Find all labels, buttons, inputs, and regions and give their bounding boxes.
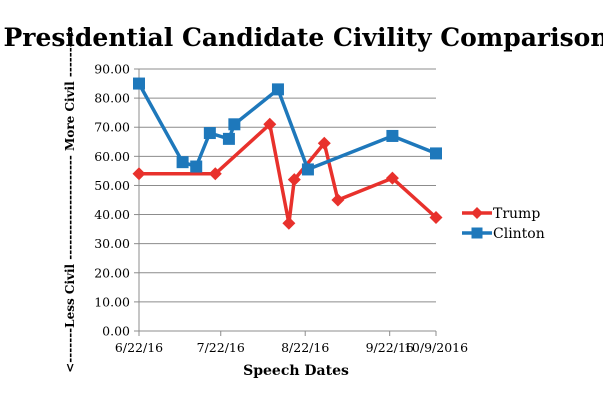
clinton-line bbox=[137, 82, 437, 172]
clinton-point bbox=[386, 129, 399, 142]
clinton-point bbox=[430, 147, 442, 160]
y-tick-label: 20.00 bbox=[94, 265, 130, 280]
y-tick-label: 30.00 bbox=[94, 236, 130, 251]
y-tick-label: 90.00 bbox=[94, 62, 130, 77]
clinton-point bbox=[301, 163, 314, 176]
legend-trump-marker bbox=[471, 207, 483, 219]
trump-point bbox=[282, 216, 296, 230]
trump-point bbox=[429, 210, 443, 224]
legend-clinton-marker bbox=[471, 227, 483, 239]
trump-point bbox=[317, 136, 331, 150]
x-tick-label: 9/22/16 bbox=[366, 340, 414, 355]
legend-clinton-label: Clinton bbox=[493, 226, 545, 242]
trump-point bbox=[263, 117, 277, 131]
series-layer bbox=[132, 77, 443, 230]
x-tick-label: 10/9/2016 bbox=[404, 340, 468, 355]
x-tick-label: 7/22/16 bbox=[197, 340, 245, 355]
y-tick-label: 80.00 bbox=[94, 91, 130, 106]
legend: Trump Clinton bbox=[462, 206, 545, 242]
series-trump bbox=[132, 117, 443, 230]
x-tick-label: 6/22/16 bbox=[115, 340, 163, 355]
y-tick-label: 40.00 bbox=[94, 207, 130, 222]
y-tick-label: 70.00 bbox=[94, 120, 130, 135]
trump-point bbox=[385, 171, 399, 185]
x-tick-label: 8/22/16 bbox=[281, 340, 329, 355]
clinton-point bbox=[190, 160, 203, 173]
trump-point bbox=[208, 167, 222, 181]
chart-title: Presidential Candidate Civility Comparis… bbox=[3, 23, 603, 52]
trump-point bbox=[331, 193, 345, 207]
trump-point bbox=[132, 167, 146, 181]
gridlines bbox=[139, 68, 436, 303]
clinton-point bbox=[222, 132, 235, 145]
clinton-point bbox=[133, 77, 145, 90]
y-tick-label: 60.00 bbox=[94, 149, 130, 164]
y-tick-label: 50.00 bbox=[94, 178, 130, 193]
clinton-point bbox=[203, 127, 216, 140]
y-tick-labels: 0.00 10.00 20.00 30.00 40.00 50.00 60.00 70.00 8… bbox=[94, 62, 130, 339]
clinton-point bbox=[176, 156, 189, 169]
trump-point bbox=[287, 173, 301, 187]
axes bbox=[134, 68, 437, 336]
clinton-point bbox=[228, 118, 241, 131]
legend-trump-label: Trump bbox=[493, 206, 540, 222]
x-axis-label: Speech Dates bbox=[243, 363, 349, 379]
y-tick-label: 0.00 bbox=[102, 324, 130, 339]
y-axis-label: <-------Less Civil ---------------------… bbox=[63, 27, 77, 373]
clinton-point bbox=[271, 83, 284, 96]
series-clinton bbox=[133, 77, 442, 176]
y-tick-label: 10.00 bbox=[94, 294, 130, 309]
